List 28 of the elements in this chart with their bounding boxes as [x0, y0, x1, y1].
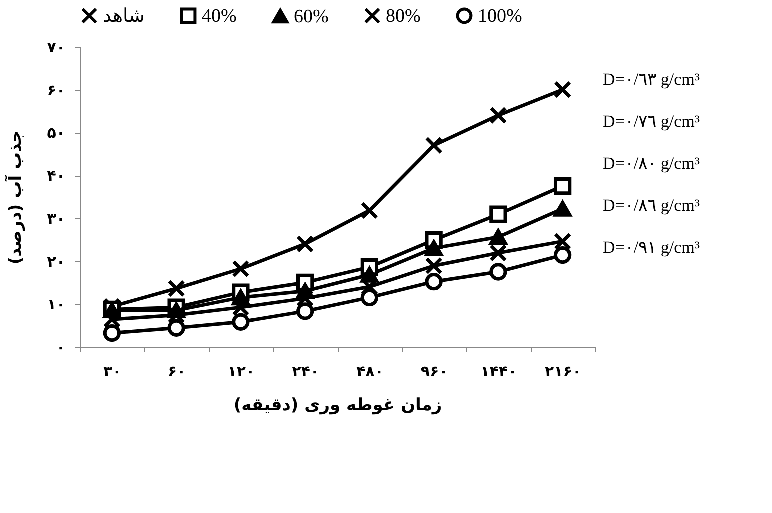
text: D=٠/٨٠ g/cm³ — [603, 154, 700, 173]
y-tick-label: ۶۰ — [47, 81, 66, 100]
text: D=٠/٦٣ g/cm³ — [603, 70, 700, 89]
y-axis-title: جذب آب (درصد) — [4, 130, 26, 265]
y-tick-label: ۰ — [56, 338, 66, 356]
y-tick-label: ۳۰ — [47, 210, 66, 228]
text: D=٠/٩١ g/cm³ — [603, 238, 700, 257]
text: D=٠/٨٦ g/cm³ — [603, 196, 700, 215]
x-tick-label: ۱۲۰ — [228, 362, 256, 380]
x-tick-label: ۱۴۴۰ — [480, 362, 518, 380]
y-tick-label: ۲۰ — [47, 252, 66, 271]
x-tick-label: ۴۸۰ — [356, 362, 384, 380]
x-tick-label: ۶۰ — [168, 362, 186, 380]
x-axis-title: زمان غوطه وری (دقیقه) — [234, 396, 442, 416]
y-tick-label: ۵۰ — [47, 124, 66, 142]
x-tick-label: ۲۴۰ — [292, 362, 320, 380]
x-tick-label: ۳۰ — [104, 362, 122, 380]
x-tick-label: ۲۱۶۰ — [545, 362, 582, 380]
legend-label: 80% — [386, 6, 421, 27]
legend-label: 100% — [478, 6, 522, 27]
y-tick-label: ۴۰ — [47, 167, 66, 186]
x-tick-label: ۹۶۰ — [420, 362, 448, 380]
y-tick-label: ۷۰ — [47, 38, 66, 56]
y-tick-label: ۱۰ — [47, 296, 66, 314]
legend-label: 60% — [294, 6, 329, 28]
legend-label: شاهد — [103, 6, 145, 27]
legend-label: 40% — [202, 6, 237, 27]
text: D=٠/٧٦ g/cm³ — [603, 112, 700, 131]
